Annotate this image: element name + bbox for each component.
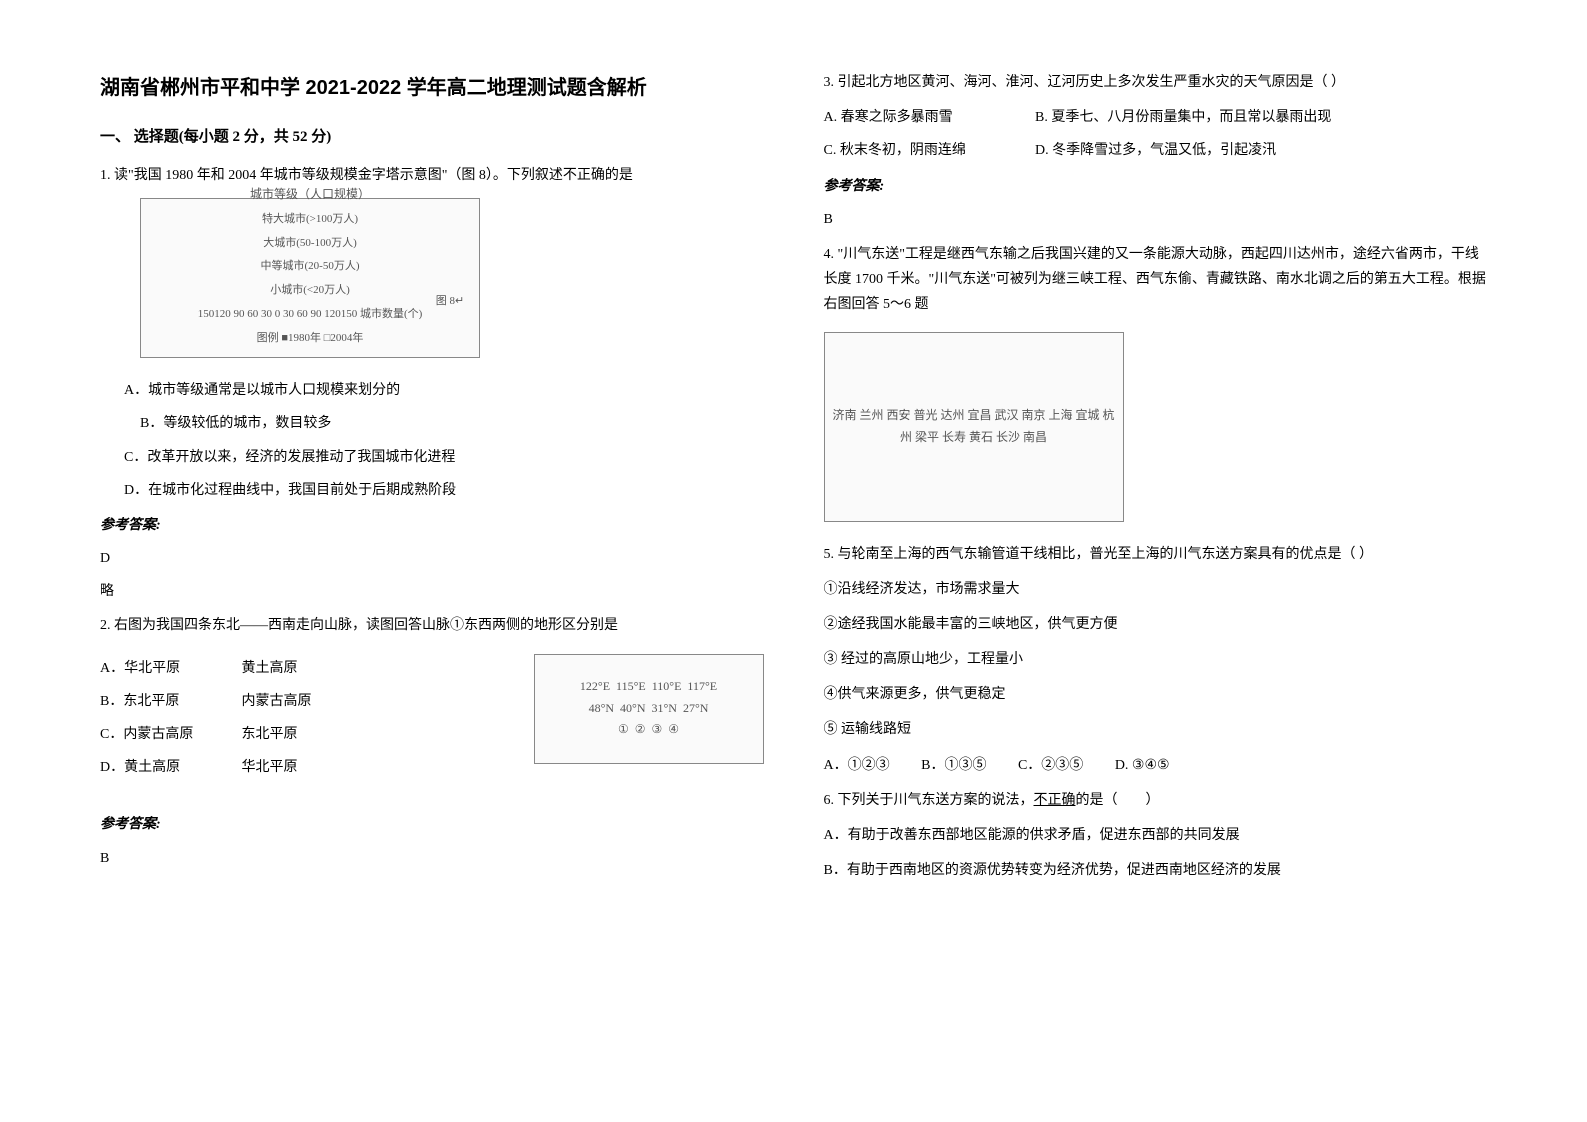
q1-figure-label2: 大城市(50-100万人) (263, 234, 357, 254)
q2-option-d-right: 华北平原 (242, 755, 298, 780)
q5-choice-5: ⑤ 运输线路短 (824, 717, 1488, 742)
q4-intro: 4. "川气东送"工程是继西气东输之后我国兴建的又一条能源大动脉，西起四川达州市… (824, 242, 1488, 318)
q2-option-a-right: 黄土高原 (242, 656, 298, 681)
q1-option-a: A．城市等级通常是以城市人口规模来划分的 (124, 378, 764, 403)
q3-option-b: B. 夏季七、八月份雨量集中，而且常以暴雨出现 (1035, 105, 1331, 130)
q1-figure-title: 城市等级（人口规模） (250, 184, 370, 206)
q3-answer: B (824, 207, 1488, 232)
q3-option-d: D. 冬季降雪过多，气温又低，引起凌汛 (1035, 138, 1276, 163)
q3-answer-label: 参考答案: (824, 174, 1488, 199)
q1-answer-note: 略 (100, 579, 764, 604)
q2-option-b-left: B．东北平原 (100, 689, 210, 714)
q2-figure: 122°E 115°E 110°E 117°E 48°N 40°N 31°N 2… (534, 654, 764, 764)
document-title: 湖南省郴州市平和中学 2021-2022 学年高二地理测试题含解析 (100, 70, 764, 106)
q1-option-d: D．在城市化过程曲线中，我国目前处于后期成熟阶段 (124, 478, 764, 503)
q5-option-c: C．②③⑤ (1018, 753, 1083, 778)
q3-option-a: A. 春寒之际多暴雨雪 (824, 105, 1004, 130)
q1-figure-legend: 图例 ■1980年 □2004年 (257, 329, 364, 349)
q2-option-a-left: A．华北平原 (100, 656, 210, 681)
q6-option-a: A．有助于改善东西部地区能源的供求矛盾，促进东西部的共同发展 (824, 823, 1488, 848)
q2-block: 122°E 115°E 110°E 117°E 48°N 40°N 31°N 2… (100, 648, 764, 789)
q3-options-row1: A. 春寒之际多暴雨雪 B. 夏季七、八月份雨量集中，而且常以暴雨出现 (824, 105, 1488, 130)
q6-option-b: B．有助于西南地区的资源优势转变为经济优势，促进西南地区经济的发展 (824, 858, 1488, 883)
q1-option-c: C．改革开放以来，经济的发展推动了我国城市化进程 (124, 445, 764, 470)
q5-option-d: D. ③④⑤ (1115, 753, 1170, 778)
q5-option-a: A．①②③ (824, 753, 890, 778)
page-container: 湖南省郴州市平和中学 2021-2022 学年高二地理测试题含解析 一、 选择题… (100, 70, 1487, 893)
q2-figure-labels: 122°E 115°E 110°E 117°E 48°N 40°N 31°N 2… (580, 676, 717, 741)
right-column: 3. 引起北方地区黄河、海河、淮河、辽河历史上多次发生严重水灾的天气原因是（ ）… (824, 70, 1488, 893)
q1-answer-label: 参考答案: (100, 513, 764, 538)
q1-answer: D (100, 546, 764, 571)
q1-figure-tag: 图 8↵ (436, 292, 464, 312)
q6-stem: 6. 下列关于川气东送方案的说法，不正确的是（ ） (824, 788, 1488, 813)
q2-stem: 2. 右图为我国四条东北——西南走向山脉，读图回答山脉①东西两侧的地形区分别是 (100, 613, 764, 638)
q1-figure-label4: 小城市(<20万人) (270, 281, 350, 301)
q1-figure: 城市等级（人口规模） 特大城市(>100万人) 大城市(50-100万人) 中等… (140, 198, 480, 358)
section-heading: 一、 选择题(每小题 2 分，共 52 分) (100, 124, 764, 151)
q4-map: 济南 兰州 西安 普光 达州 宜昌 武汉 南京 上海 宜城 杭州 梁平 长寿 黄… (824, 332, 1124, 522)
q3-stem: 3. 引起北方地区黄河、海河、淮河、辽河历史上多次发生严重水灾的天气原因是（ ） (824, 70, 1488, 95)
q2-option-b-right: 内蒙古高原 (242, 689, 312, 714)
q2-option-c-left: C．内蒙古高原 (100, 722, 210, 747)
q5-choice-3: ③ 经过的高原山地少，工程量小 (824, 647, 1488, 672)
q1-stem: 1. 读"我国 1980 年和 2004 年城市等级规模金字塔示意图"（图 8）… (100, 163, 764, 188)
left-column: 湖南省郴州市平和中学 2021-2022 学年高二地理测试题含解析 一、 选择题… (100, 70, 764, 893)
q2-answer: B (100, 846, 764, 871)
q5-option-b: B．①③⑤ (921, 753, 986, 778)
q6-stem-underline: 不正确 (1034, 793, 1076, 808)
q3-options-row2: C. 秋末冬初，阴雨连绵 D. 冬季降雪过多，气温又低，引起凌汛 (824, 138, 1488, 163)
q6-stem-post: 的是（ ） (1076, 793, 1160, 808)
q1-figure-xaxis: 150120 90 60 30 0 30 60 90 120150 城市数量(个… (198, 305, 423, 325)
q3-option-c: C. 秋末冬初，阴雨连绵 (824, 138, 1004, 163)
q2-answer-label: 参考答案: (100, 812, 764, 837)
q5-stem: 5. 与轮南至上海的西气东输管道干线相比，普光至上海的川气东送方案具有的优点是（… (824, 542, 1488, 567)
q6-stem-pre: 6. 下列关于川气东送方案的说法， (824, 793, 1034, 808)
q1-figure-label3: 中等城市(20-50万人) (261, 257, 360, 277)
q4-map-cities: 济南 兰州 西安 普光 达州 宜昌 武汉 南京 上海 宜城 杭州 梁平 长寿 黄… (825, 397, 1123, 456)
q2-option-d-left: D．黄土高原 (100, 755, 210, 780)
q1-figure-label1: 特大城市(>100万人) (262, 210, 358, 230)
q5-choice-4: ④供气来源更多，供气更稳定 (824, 682, 1488, 707)
q2-option-c-right: 东北平原 (242, 722, 298, 747)
q1-option-b: B．等级较低的城市，数目较多 (140, 411, 764, 436)
q5-choice-1: ①沿线经济发达，市场需求量大 (824, 577, 1488, 602)
q5-choice-2: ②途经我国水能最丰富的三峡地区，供气更方便 (824, 612, 1488, 637)
q5-options: A．①②③ B．①③⑤ C．②③⑤ D. ③④⑤ (824, 753, 1488, 778)
